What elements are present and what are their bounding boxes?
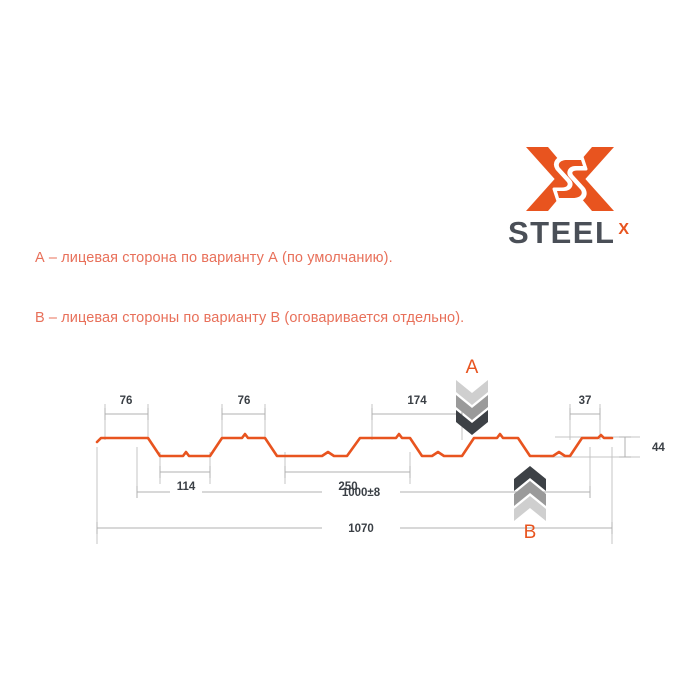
marker-b-chevrons [508, 466, 552, 522]
chevron-up-icon [514, 466, 546, 491]
sheet-profile-outline [95, 432, 614, 458]
dim-label-76-left: 76 [120, 395, 133, 407]
steelx-x-monogram-icon [526, 143, 614, 215]
brand-logo: STEEL X [508, 143, 663, 248]
marker-a-chevrons [450, 380, 494, 436]
chevron-down-icon [456, 380, 488, 405]
dim-label-76-second: 76 [238, 395, 251, 407]
marker-variant-a: A [450, 358, 494, 436]
chevron-up-icon [514, 496, 546, 521]
brand-word-steel: STEEL [508, 215, 616, 250]
marker-b-label: B [523, 522, 537, 543]
brand-wordmark: STEEL X [508, 217, 663, 249]
note-variant-b: В – лицевая стороны по варианту В (огова… [35, 310, 465, 326]
profile-drawing: 76 76 174 37 114 250 1000±8 1070 44 [0, 352, 700, 562]
chevron-down-icon [456, 410, 488, 435]
dim-label-1070: 1070 [348, 523, 374, 535]
marker-a-label: A [465, 357, 479, 378]
chevron-down-icon [456, 395, 488, 420]
dim-label-37: 37 [579, 395, 592, 407]
dim-label-250: 250 [338, 481, 357, 493]
dim-label-1000: 1000±8 [342, 487, 381, 499]
dim-label-44: 44 [652, 442, 665, 454]
brand-word-x-superscript: X [618, 221, 630, 238]
dim-label-174: 174 [407, 395, 427, 407]
note-variant-a: А – лицевая сторона по варианту А (по ум… [35, 250, 393, 266]
marker-variant-b: B [508, 466, 552, 542]
dim-label-114: 114 [177, 481, 196, 493]
chevron-up-icon [514, 481, 546, 506]
